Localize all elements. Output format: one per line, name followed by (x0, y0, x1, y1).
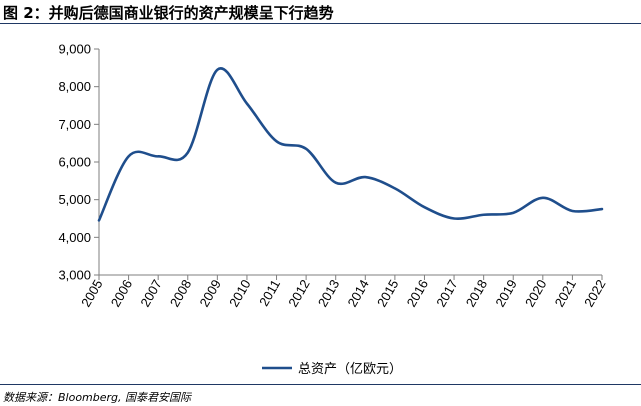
x-tick-label: 2007 (137, 277, 164, 310)
x-tick-label: 2006 (108, 277, 135, 310)
y-tick-label: 9,000 (58, 42, 91, 57)
x-tick-label: 2011 (256, 277, 283, 309)
x-tick-label: 2015 (374, 277, 401, 310)
legend: 总资产（亿欧元） (262, 362, 402, 377)
legend-label: 总资产（亿欧元） (298, 362, 402, 377)
x-tick-label: 2016 (404, 277, 431, 310)
x-tick-label: 2009 (196, 277, 223, 310)
x-tick-label: 2010 (226, 277, 253, 310)
series-line-total-assets (97, 67, 604, 222)
x-tick-label: 2014 (344, 277, 371, 310)
y-tick-label: 8,000 (58, 79, 91, 94)
x-tick-label: 2020 (522, 277, 549, 310)
x-tick-label: 2018 (463, 277, 490, 310)
x-tick-label: 2021 (552, 277, 579, 310)
x-tick-label: 2008 (167, 277, 194, 310)
x-tick-label: 2022 (581, 277, 608, 310)
y-tick-label: 4,000 (58, 230, 91, 245)
line-chart: 3,000 4,000 5,000 6,000 7,000 8,000 9,000 2005… (58, 42, 609, 378)
y-tick-label: 7,000 (58, 117, 91, 132)
title-bar: 图 2：并购后德国商业银行的资产规模呈下行趋势 (0, 0, 641, 24)
y-tick-label: 3,000 (58, 268, 91, 283)
footer-rule (0, 384, 641, 385)
x-tick-label: 2013 (315, 277, 342, 310)
x-tick-label: 2012 (285, 277, 312, 310)
y-tick-label: 6,000 (58, 155, 91, 170)
plot-area (97, 67, 604, 222)
x-axis: 2005 2006 2007 2008 2009 2010 2011 2012 2013 2014… (78, 274, 609, 310)
x-tick-label: 2019 (492, 277, 519, 310)
x-tick-label: 2017 (433, 277, 460, 310)
y-tick-label: 5,000 (58, 192, 91, 207)
source-note: 数据来源：Bloomberg, 国泰君安国际 (3, 391, 192, 404)
y-axis: 3,000 4,000 5,000 6,000 7,000 8,000 9,000 (58, 42, 100, 283)
chart-title: 图 2：并购后德国商业银行的资产规模呈下行趋势 (3, 4, 334, 22)
